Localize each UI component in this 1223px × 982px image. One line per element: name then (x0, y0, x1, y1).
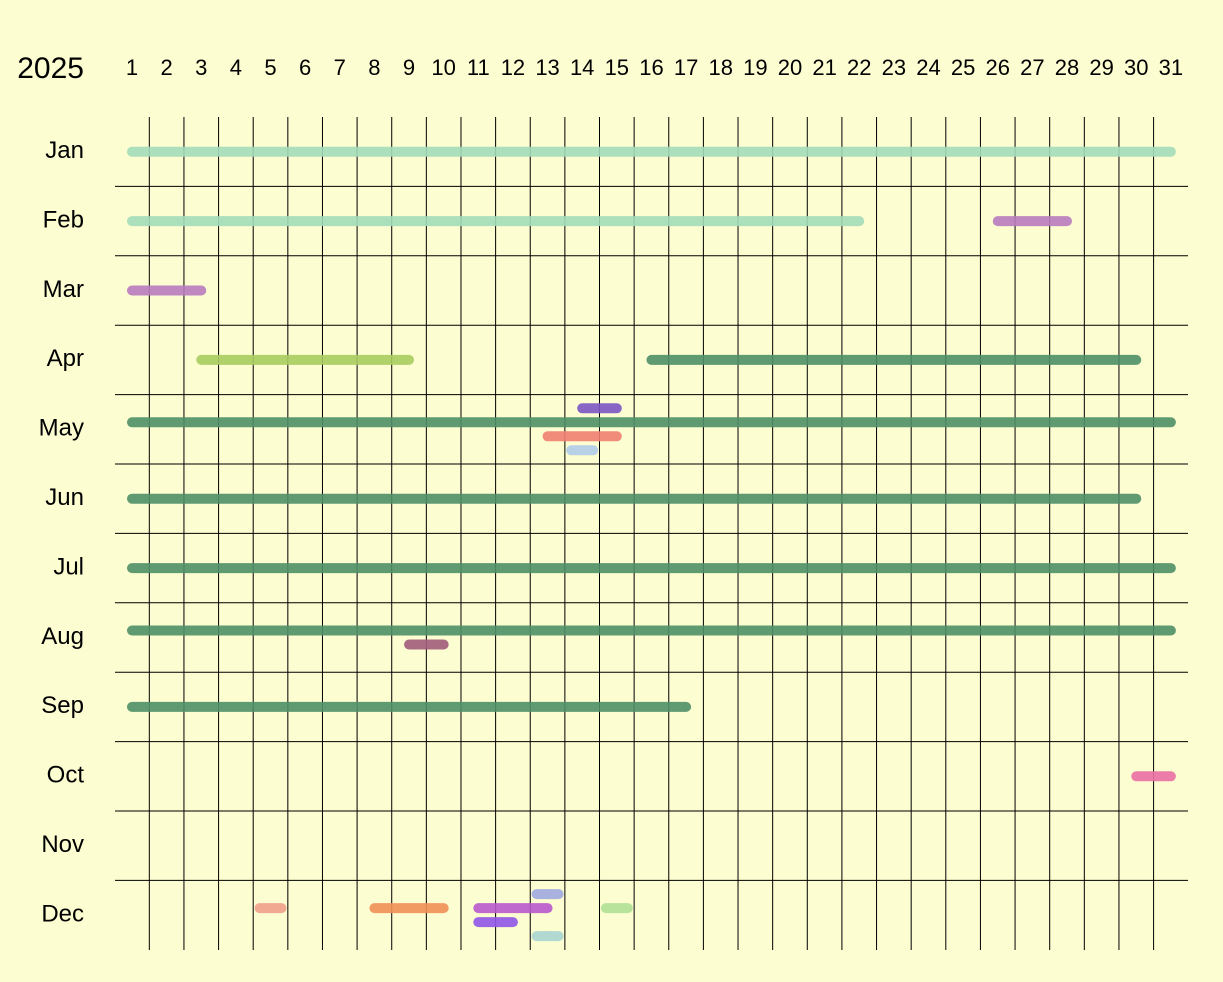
day-label: 11 (467, 55, 490, 80)
day-label: 7 (334, 55, 346, 80)
month-label: Mar (43, 276, 84, 303)
day-label: 26 (986, 55, 1010, 80)
year-label: 2025 (17, 52, 84, 85)
month-label: Sep (41, 692, 84, 719)
day-label: 13 (535, 55, 559, 80)
month-label: Jun (45, 484, 84, 511)
day-label: 2 (161, 55, 173, 80)
day-label: 22 (847, 55, 871, 80)
day-label: 21 (812, 55, 836, 80)
month-label: Jul (53, 553, 84, 580)
month-label: Apr (47, 345, 84, 372)
month-label: Dec (41, 900, 84, 927)
day-label: 24 (916, 55, 940, 80)
day-label: 18 (708, 55, 732, 80)
day-label: 8 (368, 55, 380, 80)
day-label: 14 (570, 55, 594, 80)
day-label: 5 (264, 55, 276, 80)
day-label: 17 (674, 55, 698, 80)
day-label: 4 (230, 55, 242, 80)
day-label: 19 (743, 55, 767, 80)
day-label: 28 (1055, 55, 1079, 80)
month-label: Feb (43, 206, 84, 233)
day-label: 23 (882, 55, 906, 80)
day-label: 25 (951, 55, 975, 80)
day-label: 31 (1159, 55, 1183, 80)
day-label: 20 (778, 55, 802, 80)
month-label: Jan (45, 137, 84, 164)
day-label: 30 (1124, 55, 1148, 80)
month-label: May (39, 415, 84, 442)
day-label: 6 (299, 55, 311, 80)
day-label: 10 (431, 55, 455, 80)
day-label: 1 (126, 55, 138, 80)
day-label: 16 (639, 55, 663, 80)
month-label: Nov (41, 831, 84, 858)
day-label: 3 (195, 55, 207, 80)
day-label: 12 (501, 55, 525, 80)
month-label: Oct (47, 762, 85, 789)
day-label: 29 (1089, 55, 1113, 80)
day-label: 15 (605, 55, 629, 80)
day-label: 27 (1020, 55, 1044, 80)
month-label: Aug (41, 623, 84, 650)
day-label: 9 (403, 55, 415, 80)
